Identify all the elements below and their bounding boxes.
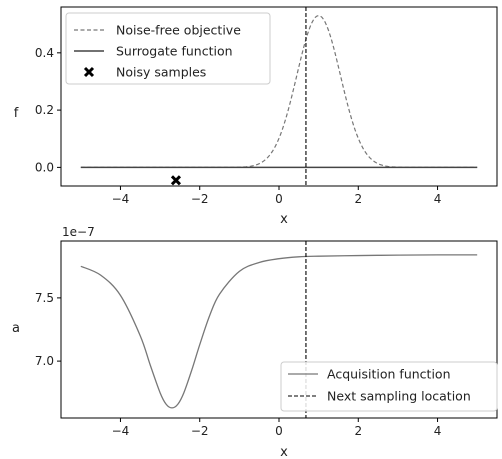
top-xtick-label: 0 [275,192,283,206]
bottom-xlabel: x [280,445,288,459]
legend-next-sampling-label: Next sampling location [327,389,471,404]
top-xtick-label: −2 [191,192,209,206]
bottom-ylabel: a [12,321,20,336]
legend-surrogate-label: Surrogate function [116,44,233,59]
bottom-xtick-label: 0 [275,424,283,438]
bottom-ytick-label: 7.0 [35,354,54,368]
top-ylabel: f [14,106,19,121]
bottom-xtick-label: 4 [434,424,442,438]
bottom-xtick-label: −2 [191,424,209,438]
noisy-sample-point [172,176,180,184]
bottom-xtick-label: 2 [354,424,362,438]
top-ytick-label: 0.4 [35,46,54,60]
top-xtick-label: 2 [354,192,362,206]
legend-acquisition-label: Acquisition function [327,367,451,382]
legend-objective-label: Noise-free objective [116,23,241,38]
top-ytick-label: 0.2 [35,103,54,117]
bottom-ytick-label: 7.5 [35,291,54,305]
top-ytick-label: 0.0 [35,160,54,174]
top-xtick-label: 4 [434,192,442,206]
top-xlabel: x [280,212,288,227]
top-xtick-label: −4 [112,192,130,206]
bottom-xtick-label: −4 [112,424,130,438]
bottom-exponent-label: 1e−7 [62,225,95,239]
legend-samples-label: Noisy samples [116,65,206,80]
